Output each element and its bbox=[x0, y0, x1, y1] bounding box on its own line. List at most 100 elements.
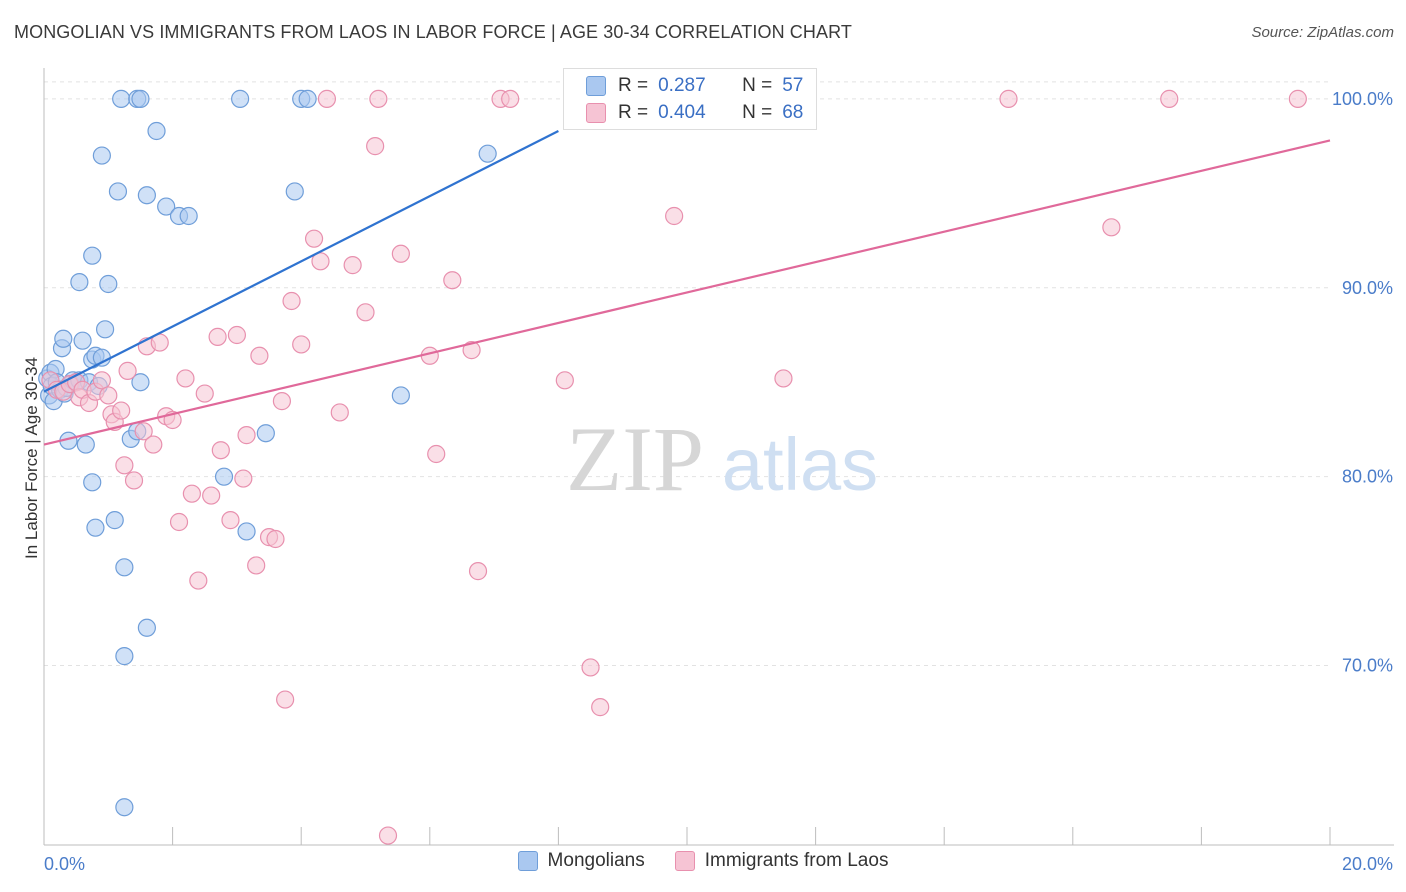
laos-point bbox=[144, 435, 163, 454]
laos-point bbox=[115, 456, 134, 475]
y-tick-label: 100.0% bbox=[1332, 89, 1393, 109]
watermark-zip: ZIP bbox=[566, 408, 704, 510]
laos-point bbox=[443, 271, 462, 290]
laos-point bbox=[501, 89, 520, 108]
n-label: N = bbox=[742, 102, 773, 123]
mongolians-point bbox=[231, 89, 250, 108]
mongolians-point bbox=[92, 146, 111, 165]
laos-point bbox=[1288, 89, 1307, 108]
watermark: ZIP atlas bbox=[566, 408, 878, 510]
laos-point bbox=[391, 244, 410, 263]
laos-point bbox=[1160, 89, 1179, 108]
y-tick-label: 90.0% bbox=[1342, 278, 1393, 298]
mongolians-point bbox=[391, 386, 410, 405]
grid-lines bbox=[44, 81, 1330, 667]
mongolians-point bbox=[105, 511, 124, 530]
laos-point bbox=[195, 384, 214, 403]
laos-swatch bbox=[586, 103, 606, 123]
mongolians-legend-swatch bbox=[517, 851, 538, 871]
laos-point bbox=[1102, 218, 1121, 237]
mongolians-point bbox=[237, 522, 256, 541]
laos-point bbox=[462, 341, 481, 360]
laos-point bbox=[774, 369, 793, 388]
laos-point bbox=[581, 658, 600, 677]
laos-point bbox=[330, 403, 349, 422]
mongolians-point bbox=[147, 121, 166, 141]
mongolians-point bbox=[298, 89, 317, 108]
laos-point bbox=[169, 512, 189, 532]
laos-point bbox=[343, 256, 362, 275]
laos-point bbox=[555, 371, 574, 390]
stats-legend: R = 0.287 N = 57 R = 0.404 N = 68 bbox=[563, 68, 817, 130]
mongolians-point bbox=[86, 518, 105, 537]
laos-point bbox=[112, 401, 131, 420]
laos-point bbox=[378, 826, 398, 845]
laos-point bbox=[182, 484, 201, 503]
r-label: R = bbox=[618, 102, 649, 123]
legend-label: Immigrants from Laos bbox=[704, 850, 889, 871]
laos-point bbox=[292, 335, 311, 354]
laos-point bbox=[317, 89, 337, 108]
laos-point bbox=[234, 469, 253, 488]
x-tick-label: 20.0% bbox=[1342, 854, 1393, 874]
mongolians-point bbox=[256, 424, 275, 443]
mongolians-point bbox=[112, 89, 131, 108]
stats-row-laos: R = 0.404 N = 68 bbox=[586, 102, 803, 124]
laos-point bbox=[250, 346, 269, 365]
n-value: 57 bbox=[782, 75, 804, 96]
laos-point bbox=[591, 698, 610, 717]
laos-point bbox=[369, 89, 388, 108]
mongolians-point bbox=[108, 182, 128, 201]
legend-label: Mongolians bbox=[547, 850, 645, 871]
laos-point bbox=[99, 386, 118, 405]
laos-legend-swatch bbox=[674, 851, 695, 871]
watermark-atlas: atlas bbox=[722, 423, 878, 506]
laos-point bbox=[247, 556, 266, 575]
n-value: 68 bbox=[782, 102, 804, 123]
mongolians-point bbox=[131, 89, 150, 108]
y-tick-label: 80.0% bbox=[1342, 467, 1393, 487]
mongolians-point bbox=[157, 197, 176, 216]
r-label: R = bbox=[618, 75, 649, 96]
mongolians-point bbox=[179, 206, 198, 226]
laos-point bbox=[227, 325, 246, 345]
laos-point bbox=[468, 562, 488, 581]
laos-point bbox=[665, 206, 684, 226]
mongolians-trend-line bbox=[43, 130, 559, 393]
stats-row-mongolians: R = 0.287 N = 57 bbox=[586, 75, 803, 97]
laos-point bbox=[221, 511, 240, 530]
mongolians-point bbox=[76, 435, 95, 454]
mongolians-point bbox=[131, 373, 150, 392]
r-value: 0.287 bbox=[658, 75, 706, 96]
chart-title: MONGOLIAN VS IMMIGRANTS FROM LAOS IN LAB… bbox=[14, 22, 852, 42]
mongolians-swatch bbox=[586, 76, 606, 96]
source-credit: Source: ZipAtlas.com bbox=[1251, 24, 1394, 41]
mongolians-point bbox=[137, 618, 156, 637]
mongolians-point bbox=[115, 558, 134, 577]
laos-point bbox=[366, 137, 385, 156]
laos-point bbox=[211, 441, 230, 460]
mongolians-point bbox=[478, 144, 497, 163]
laos-point bbox=[208, 327, 227, 346]
mongolians-point bbox=[137, 186, 156, 205]
mongolians-point bbox=[54, 329, 73, 348]
laos-point bbox=[272, 392, 292, 411]
laos-point bbox=[427, 444, 446, 464]
x-tick-label: 0.0% bbox=[44, 854, 85, 874]
laos-point bbox=[237, 426, 256, 445]
mongolians-point bbox=[99, 274, 118, 294]
trend-lines bbox=[43, 130, 1331, 446]
laos-point bbox=[311, 252, 330, 271]
r-value: 0.404 bbox=[658, 102, 706, 123]
mongolians-point bbox=[83, 473, 102, 492]
laos-point bbox=[92, 371, 111, 390]
y-tick-label: 70.0% bbox=[1342, 656, 1393, 676]
legend-item-mongolians[interactable]: Mongolians bbox=[517, 850, 645, 872]
laos-point bbox=[189, 571, 208, 590]
mongolians-point bbox=[214, 467, 234, 486]
laos-trend-line bbox=[43, 139, 1331, 446]
legend-item-laos[interactable]: Immigrants from Laos bbox=[674, 850, 889, 872]
laos-point bbox=[304, 229, 324, 248]
legend: Mongolians Immigrants from Laos bbox=[0, 850, 1406, 872]
